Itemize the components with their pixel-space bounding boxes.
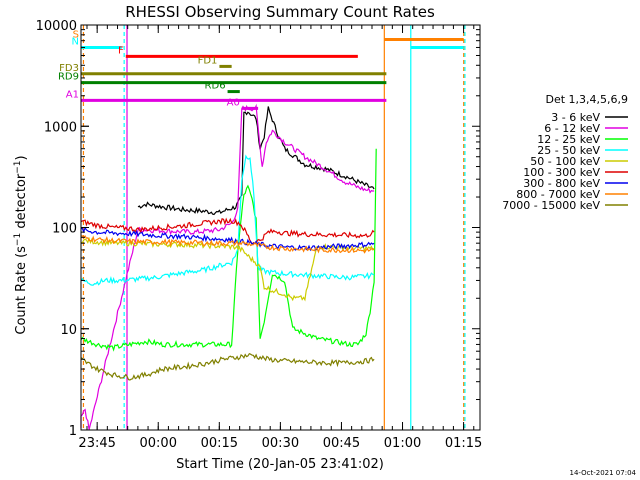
state-bar-label-2: F (118, 45, 124, 56)
x-tick-label: 00:15 (201, 436, 238, 451)
state-bar-label-6: RD6 (205, 81, 226, 92)
legend-label-7: 800 - 7000 keV (516, 188, 600, 201)
y-tick-label: 1000 (44, 120, 77, 135)
series-line-7 (81, 234, 375, 254)
x-tick-label: 23:45 (78, 436, 115, 451)
legend-label-4: 50 - 100 keV (530, 155, 600, 168)
series-line-5 (80, 217, 375, 246)
y-axis-label: Count Rate (s−1 detector−1) (13, 155, 29, 334)
y-tick-label: 10000 (36, 19, 77, 34)
legend-title: Det 1,3,4,5,6,9 (545, 93, 628, 106)
legend-label-5: 100 - 300 keV (523, 166, 600, 179)
legend-label-3: 25 - 50 keV (537, 144, 600, 157)
series-line-0 (137, 106, 375, 216)
state-bar-label-4: FD3 (59, 63, 79, 74)
x-axis-label: Start Time (20-Jan-05 23:41:02) (176, 457, 384, 472)
timestamp: 14-Oct-2021 07:04 (570, 469, 637, 477)
axes: 1 10 100 1000 10000 23:45 00:00 00:15 00:30 00:45… (36, 19, 483, 451)
y-tick-label: 100 (52, 222, 77, 237)
chart-title: RHESSI Observing Summary Count Rates (125, 3, 435, 21)
x-tick-label: 01:00 (384, 436, 421, 451)
x-tick-label: 00:00 (140, 436, 177, 451)
series-line-3 (80, 154, 375, 286)
legend-label-1: 6 - 12 keV (544, 122, 600, 135)
series-line-2 (80, 148, 377, 352)
state-bar-label-7: A1 (66, 89, 79, 100)
series-line-1 (80, 103, 375, 430)
state-bar-label-5: RD9 (58, 72, 79, 83)
series-line-8 (80, 352, 375, 381)
y-tick-label: 1 (69, 424, 77, 439)
state-bar-label-8: A0 (227, 97, 240, 108)
y-tick-label: 10 (60, 323, 77, 338)
x-tick-label: 00:30 (262, 436, 299, 451)
legend-label-2: 12 - 25 keV (537, 133, 600, 146)
state-bar-label-1: N (72, 36, 79, 47)
legend-label-8: 7000 - 15000 keV (502, 199, 600, 212)
state-bar-label-0: S (73, 30, 79, 41)
x-tick-label: 00:45 (323, 436, 360, 451)
legend-label-6: 300 - 800 keV (523, 177, 600, 190)
x-tick-label: 01:15 (445, 436, 482, 451)
series-line-6 (80, 226, 375, 252)
legend-label-0: 3 - 6 keV (551, 111, 600, 124)
state-bar-label-3: FD1 (198, 55, 218, 66)
